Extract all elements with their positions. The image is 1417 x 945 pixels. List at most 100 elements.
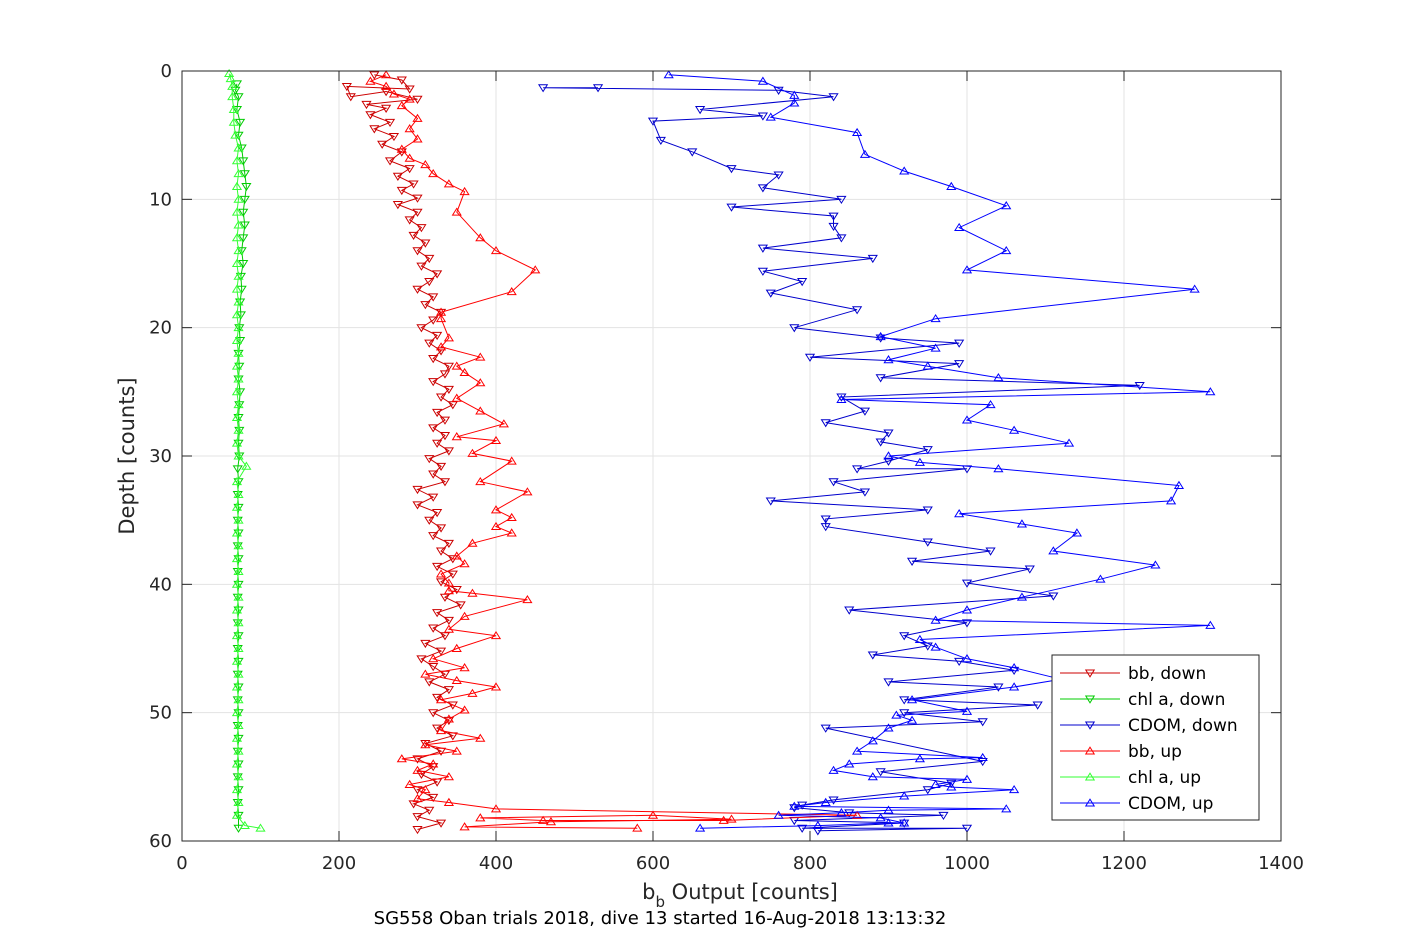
data-point-chl-a-up — [233, 168, 244, 178]
data-point-bb-down — [404, 165, 415, 174]
data-point-bb-down — [439, 632, 451, 641]
data-point-bb-up — [451, 643, 462, 652]
data-point-bb-down — [432, 408, 443, 418]
data-point-chl-a-down — [235, 311, 246, 320]
y-tick-label: 50 — [149, 703, 172, 724]
data-point-cdom-up — [954, 222, 965, 232]
data-point-bb-up — [647, 810, 659, 819]
data-point-bb-up — [451, 361, 462, 370]
data-point-cdom-down — [836, 234, 847, 243]
data-point-bb-up — [490, 521, 502, 531]
data-point-bb-up — [506, 287, 517, 296]
data-point-bb-up — [435, 313, 447, 323]
data-point-chl-a-up — [233, 220, 244, 229]
data-point-bb-up — [435, 569, 447, 578]
data-point-chl-a-down — [238, 260, 249, 269]
data-point-chl-a-up — [233, 566, 244, 575]
x-tick-label: 200 — [322, 853, 356, 874]
data-point-cdom-up — [993, 372, 1004, 382]
data-point-bb-up — [435, 342, 447, 351]
data-point-bb-up — [396, 754, 407, 763]
legend-item-cdom-down: CDOM, down — [1060, 716, 1238, 736]
data-point-bb-down — [439, 593, 451, 602]
data-point-cdom-down — [867, 651, 878, 660]
data-point-chl-a-down — [233, 811, 244, 821]
data-point-cdom-up — [1016, 592, 1028, 601]
data-point-bb-down — [428, 532, 439, 541]
data-point-cdom-down — [655, 136, 666, 146]
data-point-bb-up — [467, 538, 478, 547]
data-point-cdom-down — [883, 457, 894, 466]
data-point-bb-up — [467, 588, 478, 597]
data-point-cdom-up — [1008, 425, 1020, 434]
data-point-cdom-up — [961, 654, 973, 663]
data-point-bb-up — [467, 448, 478, 457]
data-point-cdom-up — [765, 112, 776, 121]
data-point-cdom-down — [765, 289, 776, 298]
data-point-bb-up — [490, 804, 502, 813]
data-point-bb-up — [388, 89, 400, 98]
data-point-cdom-up — [1008, 682, 1020, 691]
data-point-bb-down — [435, 547, 447, 556]
series-line-cdom-up — [668, 74, 1211, 829]
data-point-cdom-down — [977, 718, 988, 727]
x-axis-label: bb Output [counts] — [642, 880, 838, 911]
data-point-bb-down — [432, 270, 443, 279]
data-point-cdom-up — [930, 343, 941, 352]
data-point-bb-down — [416, 224, 427, 233]
data-point-bb-down — [428, 663, 439, 672]
data-point-chl-a-down — [233, 93, 244, 102]
data-point-cdom-down — [765, 497, 776, 506]
data-point-cdom-down — [1048, 592, 1059, 601]
data-point-bb-down — [396, 186, 407, 196]
data-point-cdom-up — [946, 782, 957, 791]
data-point-bb-down — [420, 239, 431, 248]
data-point-bb-up — [451, 746, 462, 755]
data-point-bb-up — [506, 456, 517, 465]
data-point-bb-up — [443, 624, 455, 633]
data-point-chl-a-up — [231, 605, 243, 614]
caption: SG558 Oban trials 2018, dive 13 started … — [374, 908, 947, 929]
data-point-chl-a-up — [231, 784, 243, 794]
data-point-bb-down — [428, 378, 439, 387]
data-point-chl-a-up — [233, 772, 244, 781]
data-point-chl-a-down — [233, 760, 244, 769]
data-point-cdom-down — [773, 86, 784, 95]
data-point-cdom-up — [1001, 201, 1012, 210]
data-point-bb-down — [432, 562, 443, 572]
legend-label: CDOM, up — [1128, 794, 1213, 814]
data-point-bb-up — [522, 487, 533, 496]
data-point-chl-a-up — [241, 461, 252, 470]
data-point-chl-a-down — [233, 555, 244, 564]
data-point-bb-up — [459, 367, 470, 377]
data-point-bb-down — [443, 385, 455, 394]
data-point-chl-a-down — [234, 388, 246, 397]
data-point-bb-up — [443, 714, 455, 723]
legend: bb, down chl a, down CDOM, down bb, up chl a… — [1051, 654, 1260, 821]
x-tick-label: 800 — [793, 853, 827, 874]
data-point-cdom-up — [883, 451, 894, 460]
data-point-cdom-up — [954, 509, 965, 518]
data-point-bb-down — [443, 539, 455, 548]
x-tick-label: 400 — [479, 853, 513, 874]
data-point-bb-up — [522, 595, 533, 604]
data-point-bb-down — [345, 93, 356, 102]
data-point-cdom-up — [820, 797, 831, 806]
data-point-cdom-down — [820, 523, 831, 532]
data-point-bb-down — [435, 578, 447, 587]
data-point-cdom-down — [836, 195, 847, 205]
data-point-cdom-down — [899, 632, 910, 641]
data-point-bb-down — [428, 624, 439, 633]
data-point-bb-down — [424, 455, 435, 464]
data-point-bb-up — [545, 817, 557, 826]
data-point-cdom-down — [859, 407, 871, 416]
data-point-cdom-up — [836, 808, 847, 817]
data-point-cdom-up — [1150, 560, 1161, 569]
y-tick-label: 20 — [149, 318, 172, 339]
data-point-bb-down — [447, 401, 458, 410]
data-point-bb-down — [432, 331, 443, 341]
data-point-chl-a-up — [233, 297, 244, 306]
x-tick-label: 1000 — [944, 853, 990, 874]
data-point-cdom-down — [592, 84, 604, 93]
data-point-chl-a-up — [233, 399, 244, 409]
